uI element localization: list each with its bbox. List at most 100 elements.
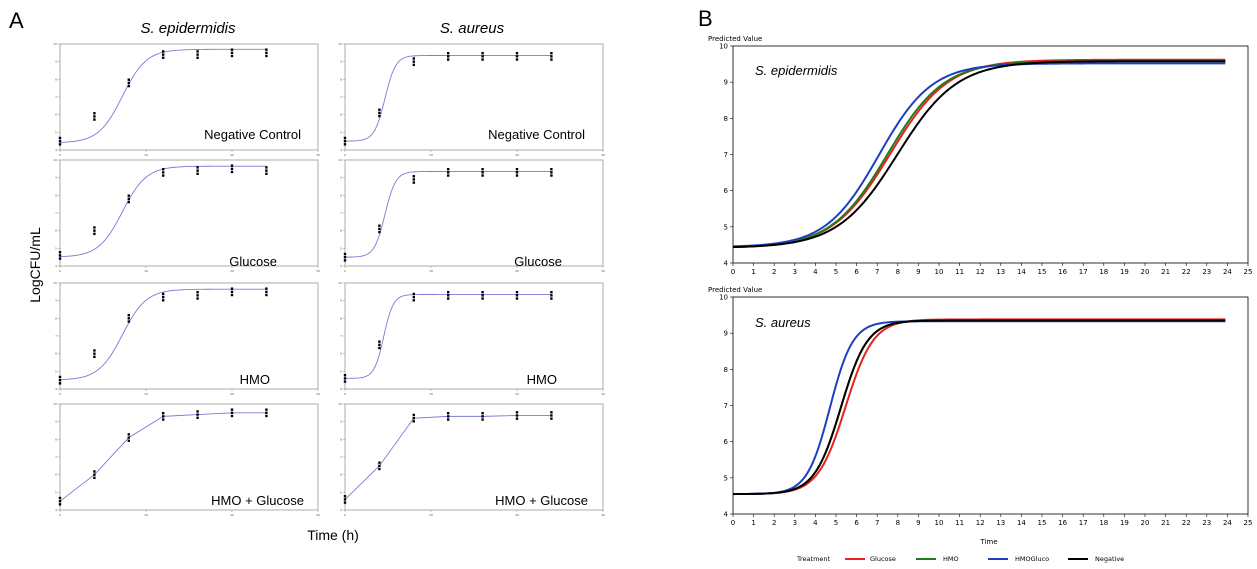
y-tick-label: 4	[724, 260, 729, 268]
data-point	[447, 55, 450, 58]
panel-a-ylabel: LogCFU/mL	[27, 227, 43, 303]
panel-a-cond-label-epi-glucose: Glucose	[229, 254, 277, 269]
legend-label-glucose: Glucose	[870, 555, 896, 563]
data-point	[162, 411, 165, 415]
x-tick-label: 3	[793, 268, 797, 276]
x-tick-label: 14	[1017, 268, 1026, 276]
data-point	[378, 230, 381, 234]
data-point	[196, 50, 199, 53]
x-tick-label: 10	[429, 153, 433, 157]
data-point	[515, 297, 519, 300]
y-tick-label: 7	[55, 211, 57, 215]
x-tick-label: 20	[230, 153, 234, 157]
series-line-negative	[732, 60, 1226, 249]
data-point	[343, 377, 347, 380]
x-tick-label: 4	[813, 519, 818, 527]
x-tick-label: 15	[1038, 268, 1047, 276]
x-tick-label: 24	[1223, 519, 1232, 527]
data-point	[93, 476, 96, 480]
data-point	[58, 503, 62, 506]
x-tick-label: 10	[144, 269, 148, 273]
data-point	[550, 414, 553, 417]
data-point	[58, 499, 62, 503]
data-point	[230, 290, 234, 294]
data-point	[58, 136, 62, 140]
y-tick-label: 7	[340, 334, 342, 338]
data-point	[515, 171, 519, 174]
x-tick-label: 13	[996, 519, 1005, 527]
data-point	[58, 143, 62, 146]
y-tick-label: 5	[340, 490, 342, 494]
y-tick-label: 8	[55, 77, 57, 81]
x-tick-label: 7	[875, 268, 879, 276]
y-tick-label: 4	[340, 387, 342, 391]
x-tick-label: 25	[1244, 519, 1253, 527]
panel-b-subplot: 0 1 2 3 4 5 6 7 8 9 10 11 12 13 14 15 16 17 18 19 20 21 22 23 24…	[719, 294, 1252, 528]
data-point	[412, 63, 415, 67]
data-point	[162, 418, 165, 421]
data-point	[58, 375, 62, 379]
x-tick-label: 9	[916, 268, 920, 276]
data-point	[343, 374, 347, 377]
data-point	[93, 473, 96, 476]
y-tick-label: 9	[340, 176, 342, 180]
legend-label-hmogluco: HMOGluco	[1015, 555, 1049, 563]
data-point	[515, 55, 519, 58]
data-point	[515, 51, 519, 55]
y-tick-label: 6	[724, 438, 729, 446]
y-tick-label: 5	[55, 246, 57, 250]
y-tick-label: 10	[338, 42, 342, 46]
data-point	[343, 136, 347, 140]
y-tick-label: 8	[340, 437, 342, 441]
y-tick-label: 6	[340, 113, 342, 117]
x-tick-label: 10	[429, 269, 433, 273]
data-point	[515, 417, 519, 420]
data-point	[412, 420, 415, 423]
data-point	[550, 290, 553, 294]
x-tick-label: 20	[515, 513, 519, 517]
x-tick-label: 15	[1038, 519, 1047, 527]
x-tick-label: 4	[813, 268, 818, 276]
data-point	[162, 299, 165, 302]
data-point	[127, 200, 130, 204]
y-tick-label: 10	[53, 42, 57, 46]
data-point	[127, 320, 130, 323]
data-point	[230, 170, 234, 174]
data-point	[550, 297, 553, 300]
x-tick-label: 20	[230, 392, 234, 396]
panel-a-cond-label-aur-glucose: Glucose	[514, 254, 562, 269]
y-tick-label: 8	[340, 193, 342, 197]
x-tick-label: 1	[751, 268, 755, 276]
panel-a-cond-label-epi-hmo: HMO	[240, 372, 270, 387]
panel-a-xlabel: Time (h)	[307, 527, 359, 543]
data-point	[265, 51, 268, 55]
data-point	[481, 167, 484, 171]
data-point	[481, 297, 484, 300]
panel-a-cond-label-aur-negative: Negative Control	[488, 127, 585, 142]
data-point	[550, 174, 553, 177]
data-point	[481, 290, 484, 294]
y-tick-label: 9	[340, 299, 342, 303]
panel-b-bottom-ylabel: Predicted Value	[708, 286, 762, 294]
panel-a-cond-label-aur-hmo: HMO	[527, 372, 557, 387]
x-tick-label: 12	[976, 268, 985, 276]
data-point	[378, 467, 381, 471]
x-tick-label: 22	[1182, 268, 1191, 276]
panel-a-cond-label-aur-hmo-glucose: HMO + Glucose	[495, 493, 588, 508]
data-point	[93, 232, 96, 236]
data-point	[343, 143, 347, 146]
fit-curve	[59, 288, 267, 381]
panel-a-subplot: 0 10 20 30 4 5 6 7 8 9 10	[338, 158, 605, 273]
panel-b-legend: Treatment Glucose HMO HMOGluco Negative	[796, 555, 1124, 563]
data-point	[230, 167, 234, 171]
y-tick-label: 6	[55, 473, 57, 477]
y-tick-label: 9	[55, 299, 57, 303]
x-tick-label: 20	[230, 513, 234, 517]
data-point	[162, 56, 165, 59]
data-point	[230, 408, 234, 411]
x-tick-label: 19	[1120, 268, 1129, 276]
x-tick-label: 11	[955, 519, 964, 527]
x-tick-label: 0	[344, 153, 346, 157]
data-point	[93, 470, 96, 473]
